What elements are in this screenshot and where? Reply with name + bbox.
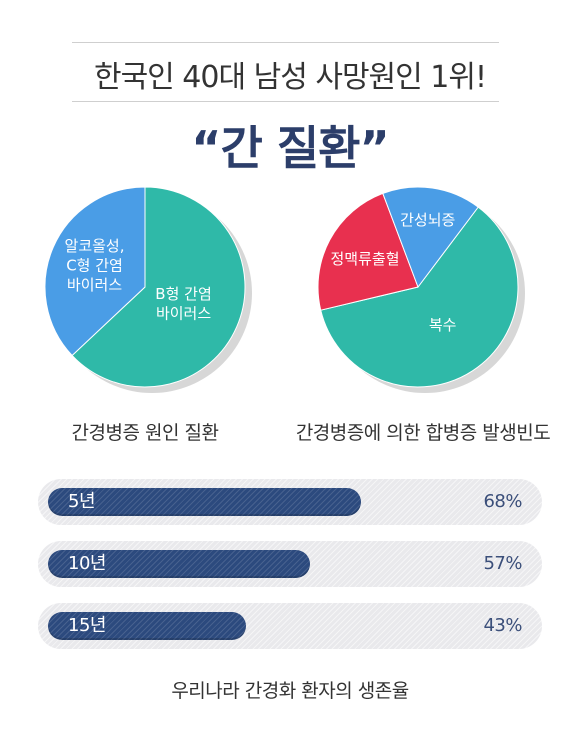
bar-value-label: 43% <box>483 615 522 636</box>
bar-value-label: 68% <box>483 491 522 512</box>
bar-category-label: 15년 <box>68 615 106 636</box>
pie-slice <box>320 206 519 388</box>
bar-value-label: 57% <box>483 553 522 574</box>
pie-caption-causes: 간경병증 원인 질환 <box>71 422 219 444</box>
bar-fill <box>48 612 246 640</box>
bar-category-label: 5년 <box>68 491 96 512</box>
pie-slice-label: 알코올성, C형 간염 바이러스 <box>65 237 125 294</box>
survival-bar-row: 10년 57% <box>38 541 542 587</box>
bar-category-label: 10년 <box>68 553 106 574</box>
pie-slice-label: 복수 <box>429 316 457 334</box>
pie-slice <box>44 186 146 357</box>
pie-slice <box>317 192 419 311</box>
bar-fill <box>48 488 361 516</box>
survival-bar-row: 5년 68% <box>38 479 542 525</box>
pie-slice <box>382 186 479 289</box>
page-title: “간 질환” <box>191 121 389 175</box>
pie-chart-complications: 복수 정맥류출혈 간성뇌증 <box>317 186 525 393</box>
bottom-divider <box>72 101 499 102</box>
survival-bar-row: 15년 43% <box>38 603 542 649</box>
bar-fill <box>48 550 310 578</box>
pie-slice-label: B형 간염 바이러스 <box>155 285 211 323</box>
pie-slice-label: 간성뇌증 <box>400 211 455 229</box>
pie-caption-complications: 간경병증에 의한 합병증 발생빈도 <box>295 422 551 444</box>
pie-slice <box>71 186 246 388</box>
bar-chart-caption: 우리나라 간경화 환자의 생존율 <box>171 680 409 702</box>
pie-slice-label: 정맥류출혈 <box>331 250 400 268</box>
top-divider <box>72 42 499 43</box>
headline: 한국인 40대 남성 사망원인 1위! <box>93 60 487 95</box>
pie-chart-cirrhosis-causes: B형 간염 바이러스 알코올성, C형 간염 바이러스 <box>44 186 252 393</box>
